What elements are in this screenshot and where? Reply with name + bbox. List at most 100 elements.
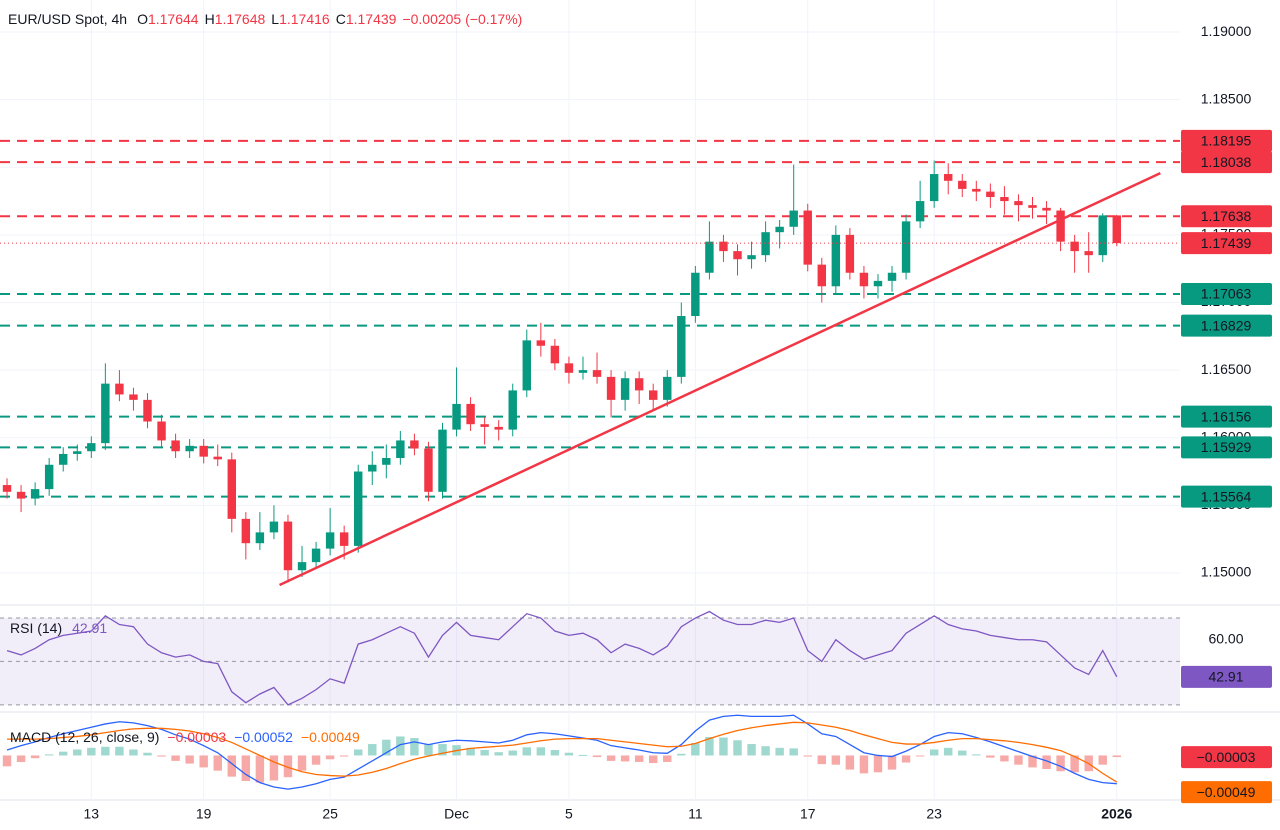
macd-histogram-bar xyxy=(887,755,897,770)
rsi-line xyxy=(6,610,1118,706)
candle-body xyxy=(859,272,869,287)
candle-body xyxy=(1084,251,1093,256)
macd-histogram-bar xyxy=(171,755,180,761)
macd-histogram-bar xyxy=(241,755,251,781)
chart-header: EUR/USD Spot, 4h O1.17644 H1.17648 L1.17416… xyxy=(8,11,522,27)
macd-histogram-bar xyxy=(1112,755,1121,758)
macd-histogram-bar xyxy=(986,755,995,758)
candle-body xyxy=(452,403,461,430)
candle-body xyxy=(522,340,531,391)
level-box xyxy=(1181,282,1272,305)
ohlc-key: H xyxy=(205,11,215,27)
candle-body xyxy=(620,378,630,400)
x-tick-label: 13 xyxy=(84,806,100,822)
candle-body xyxy=(831,234,841,287)
candle-body xyxy=(508,390,517,430)
level-label: 1.17638 xyxy=(1201,208,1252,224)
x-tick-label: 5 xyxy=(565,806,573,822)
macd-histogram-bar xyxy=(508,750,517,756)
level-box xyxy=(1181,129,1272,152)
x-tick-label: 17 xyxy=(800,806,816,822)
candle-body xyxy=(986,191,995,198)
candle-body xyxy=(44,464,54,490)
macd-histogram-bar xyxy=(1070,755,1079,773)
macd-histogram-bar xyxy=(438,744,447,756)
candle-body xyxy=(887,272,897,281)
macd-signal-value-box xyxy=(1181,781,1272,804)
candle-body xyxy=(87,443,96,452)
macd-histogram-bar xyxy=(2,755,12,767)
macd-histogram-bar xyxy=(873,755,883,773)
candle-body xyxy=(550,345,560,364)
macd-histogram-bar xyxy=(1042,755,1051,770)
macd-line-header: −0.00052 xyxy=(234,729,293,745)
macd-histogram-bar xyxy=(775,747,784,756)
rsi-value-label: 42.91 xyxy=(1208,669,1243,685)
candle-body xyxy=(649,390,658,400)
candle-body xyxy=(396,440,405,459)
macd-histogram-bar xyxy=(733,740,742,756)
macd-histogram-bar xyxy=(677,753,686,756)
candle-body xyxy=(171,440,180,452)
candle-body xyxy=(789,210,798,227)
macd-title: MACD (12, 26, close, 9) xyxy=(10,729,159,745)
candle-body xyxy=(901,221,911,273)
macd-histogram-bar xyxy=(719,737,728,756)
macd-histogram-bar xyxy=(143,752,152,756)
macd-histogram-bar xyxy=(761,746,770,756)
x-tick-label: Dec xyxy=(444,806,469,822)
macd-histogram-bar xyxy=(592,755,602,758)
macd-histogram-bar xyxy=(1028,755,1037,768)
candle-body xyxy=(368,464,377,472)
level-box xyxy=(1181,405,1272,428)
candle-body xyxy=(339,532,349,546)
y-tick-label: 1.16500 xyxy=(1201,361,1252,377)
level-box xyxy=(1181,436,1272,459)
macd-histogram-bar xyxy=(354,749,363,756)
trendline xyxy=(279,171,1161,587)
macd-histogram-bar xyxy=(789,748,798,756)
macd-histogram-bar xyxy=(958,750,967,756)
macd-histogram-bar xyxy=(213,755,222,771)
candle-body xyxy=(438,429,447,492)
level-box xyxy=(1181,314,1272,337)
candle-body xyxy=(817,264,826,287)
candle-body xyxy=(354,471,363,546)
macd-histogram-bar xyxy=(929,749,939,756)
macd-histogram-bar xyxy=(424,744,433,756)
ohlc-value: 1.17416 xyxy=(279,11,330,27)
level-label: 1.18038 xyxy=(1201,154,1252,170)
change-value: −0.00205 (−0.17%) xyxy=(402,11,522,27)
macd-histogram-bar xyxy=(73,749,82,756)
macd-histogram-bar xyxy=(606,755,616,761)
ohlc-value: 1.17644 xyxy=(148,11,199,27)
macd-histogram-bar xyxy=(859,755,869,774)
candle-body xyxy=(143,399,152,422)
x-tick-label: 2026 xyxy=(1101,806,1132,822)
macd-histogram-bar xyxy=(368,744,377,756)
candle-body xyxy=(101,383,110,444)
macd-histogram-bar xyxy=(649,755,658,764)
rsi-value-box xyxy=(1181,665,1272,688)
candle-body xyxy=(1112,215,1121,244)
candle-body xyxy=(213,456,222,460)
macd-histogram-bar xyxy=(831,755,841,765)
x-tick-label: 25 xyxy=(322,806,338,822)
candle-body xyxy=(1070,241,1079,252)
macd-histogram-bar xyxy=(578,754,588,756)
candle-body xyxy=(592,370,602,377)
candle-body xyxy=(719,241,728,252)
x-tick-label: 11 xyxy=(688,806,703,822)
candle-body xyxy=(915,201,925,222)
candle-body xyxy=(157,421,166,441)
macd-histogram-bar xyxy=(1056,755,1065,772)
candle-body xyxy=(16,491,26,499)
candle-body xyxy=(873,280,883,287)
y-tick-label: 1.15000 xyxy=(1201,564,1252,580)
macd-histogram-bar xyxy=(396,736,405,756)
macd-histogram-bar xyxy=(466,747,475,756)
candle-body xyxy=(972,188,981,192)
macd-line xyxy=(6,714,1117,790)
candle-body xyxy=(1000,197,1009,202)
